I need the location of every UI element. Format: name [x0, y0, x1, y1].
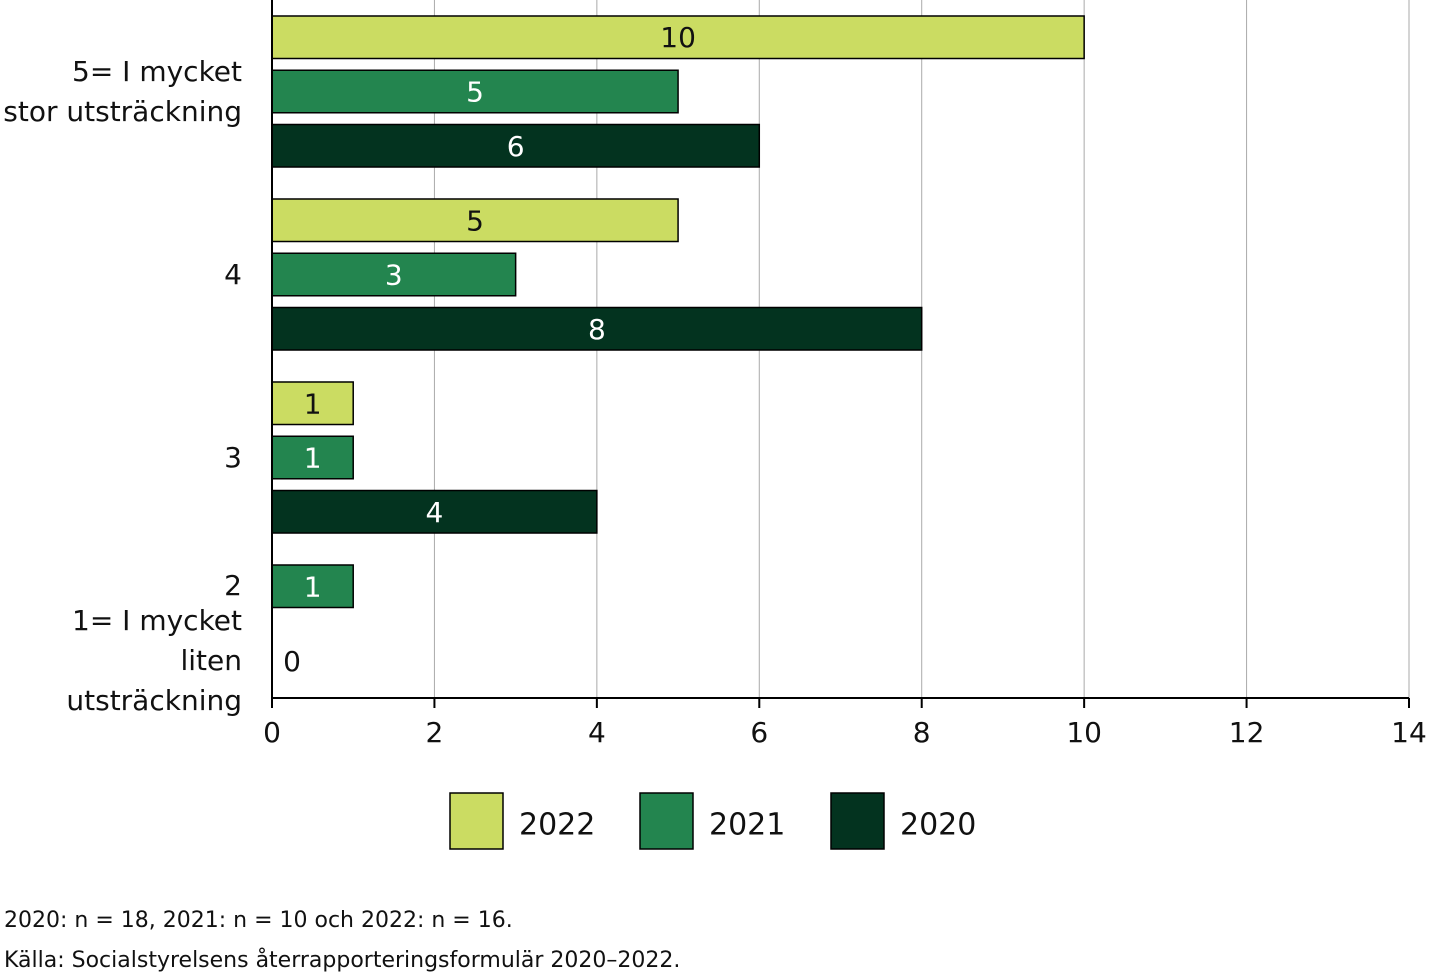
- x-tick-label: 0: [263, 716, 281, 749]
- x-tick-label: 6: [750, 716, 768, 749]
- x-tick-label: 14: [1391, 716, 1427, 749]
- value-label: 1: [304, 442, 322, 475]
- footnote: 2020: n = 18, 2021: n = 10 och 2022: n =…: [4, 908, 513, 933]
- value-label: 1: [304, 570, 322, 603]
- value-label: 1: [304, 387, 322, 420]
- bar: [271, 489, 598, 534]
- bar: [271, 306, 923, 351]
- legend-swatch: [830, 792, 885, 850]
- value-label: 6: [507, 130, 525, 163]
- x-tick-label: 10: [1066, 716, 1102, 749]
- category-label: 3: [224, 440, 242, 474]
- legend-swatch: [449, 792, 504, 850]
- value-label: 8: [588, 313, 606, 346]
- bar: [271, 564, 354, 609]
- x-tick-label: 8: [913, 716, 931, 749]
- bar: [271, 69, 679, 114]
- bar: [271, 252, 517, 297]
- category-label: 2: [224, 569, 242, 603]
- x-tick-label: 4: [588, 716, 606, 749]
- x-tick-label: 12: [1229, 716, 1265, 749]
- value-label: 5: [466, 76, 484, 109]
- legend-label: 2021: [709, 808, 785, 843]
- value-label: 0: [283, 645, 301, 678]
- bar: [271, 435, 354, 480]
- source: Källa: Socialstyrelsens återrapportering…: [4, 948, 681, 973]
- category-label: 4: [224, 257, 242, 291]
- category-label: 1= I mycket liten utsträckning: [66, 603, 242, 717]
- value-label: 5: [466, 204, 484, 237]
- value-label: 10: [660, 21, 696, 54]
- category-label: 5= I mycket stor utsträckning: [3, 54, 242, 128]
- bar: [271, 123, 761, 168]
- bar: [271, 198, 679, 243]
- legend-label: 2020: [900, 808, 976, 843]
- legend-label: 2022: [519, 808, 595, 843]
- legend-swatch: [639, 792, 694, 850]
- x-tick-label: 2: [426, 716, 444, 749]
- bar: [271, 381, 354, 426]
- value-label: 3: [385, 259, 403, 292]
- value-label: 4: [426, 496, 444, 529]
